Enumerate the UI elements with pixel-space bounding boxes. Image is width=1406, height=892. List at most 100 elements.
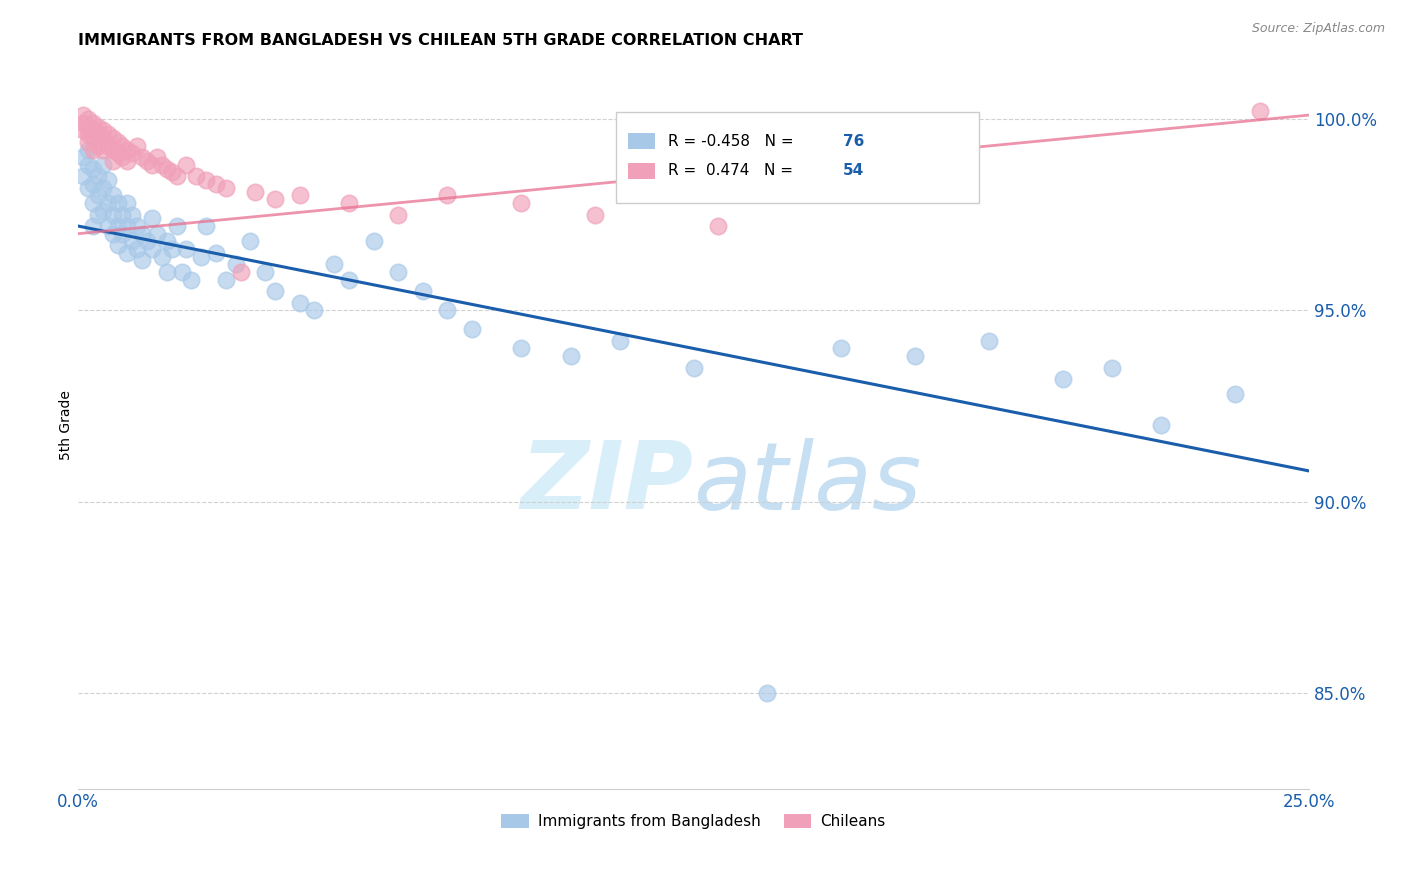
Point bbox=[82, 131, 104, 145]
Text: IMMIGRANTS FROM BANGLADESH VS CHILEAN 5TH GRADE CORRELATION CHART: IMMIGRANTS FROM BANGLADESH VS CHILEAN 5T… bbox=[79, 33, 803, 48]
Point bbox=[87, 188, 110, 202]
Point bbox=[186, 169, 208, 184]
Point bbox=[461, 322, 484, 336]
Point bbox=[288, 295, 311, 310]
Point bbox=[121, 208, 143, 222]
Point bbox=[510, 196, 533, 211]
Point bbox=[131, 253, 153, 268]
Point bbox=[77, 143, 100, 157]
Text: ZIP: ZIP bbox=[520, 437, 693, 529]
Point bbox=[72, 108, 94, 122]
Point bbox=[97, 173, 120, 187]
Point bbox=[141, 158, 163, 172]
Point bbox=[166, 169, 188, 184]
Point bbox=[180, 272, 202, 286]
Point bbox=[77, 127, 100, 141]
Point bbox=[117, 153, 139, 168]
Point bbox=[904, 349, 927, 363]
Point bbox=[977, 334, 1000, 348]
Point bbox=[156, 265, 179, 279]
Point bbox=[101, 131, 124, 145]
Point bbox=[176, 242, 198, 256]
Bar bbox=[628, 162, 655, 178]
Point bbox=[387, 208, 409, 222]
Point bbox=[97, 127, 120, 141]
Point bbox=[436, 188, 458, 202]
Point bbox=[1052, 372, 1074, 386]
Point bbox=[141, 211, 163, 226]
Point bbox=[131, 150, 153, 164]
Text: 54: 54 bbox=[842, 163, 863, 178]
Point bbox=[510, 342, 533, 356]
Point bbox=[225, 257, 247, 271]
Point bbox=[91, 123, 114, 137]
Point bbox=[190, 250, 212, 264]
Point bbox=[387, 265, 409, 279]
Point bbox=[87, 208, 110, 222]
Text: atlas: atlas bbox=[693, 438, 922, 529]
Point bbox=[107, 196, 129, 211]
Point bbox=[91, 203, 114, 218]
Point bbox=[101, 227, 124, 241]
Point bbox=[264, 192, 287, 206]
Point bbox=[136, 235, 159, 249]
Point bbox=[77, 181, 100, 195]
Point bbox=[170, 265, 193, 279]
Point bbox=[436, 303, 458, 318]
Point bbox=[195, 173, 218, 187]
Point bbox=[756, 686, 779, 700]
Point bbox=[176, 158, 198, 172]
Point bbox=[150, 158, 173, 172]
Point bbox=[111, 138, 134, 153]
Point bbox=[117, 219, 139, 233]
Text: Source: ZipAtlas.com: Source: ZipAtlas.com bbox=[1251, 22, 1385, 36]
Point bbox=[121, 235, 143, 249]
Point bbox=[107, 238, 129, 252]
Point bbox=[127, 219, 149, 233]
Point bbox=[830, 342, 852, 356]
Point bbox=[101, 143, 124, 157]
Point bbox=[215, 181, 238, 195]
Point bbox=[82, 161, 104, 176]
Point bbox=[160, 165, 183, 179]
Point bbox=[101, 188, 124, 202]
Legend: Immigrants from Bangladesh, Chileans: Immigrants from Bangladesh, Chileans bbox=[495, 808, 891, 836]
Point bbox=[146, 150, 169, 164]
Point bbox=[288, 188, 311, 202]
Point bbox=[117, 143, 139, 157]
Point bbox=[215, 272, 238, 286]
Point bbox=[117, 196, 139, 211]
Point bbox=[254, 265, 277, 279]
Point bbox=[1249, 104, 1271, 119]
Point bbox=[101, 208, 124, 222]
Point bbox=[101, 153, 124, 168]
Point bbox=[82, 219, 104, 233]
Point bbox=[323, 257, 346, 271]
Bar bbox=[628, 134, 655, 150]
Point bbox=[337, 196, 360, 211]
Point bbox=[82, 116, 104, 130]
Point bbox=[146, 227, 169, 241]
Point bbox=[91, 131, 114, 145]
Point bbox=[97, 196, 120, 211]
Point bbox=[205, 245, 228, 260]
Point bbox=[1101, 360, 1123, 375]
FancyBboxPatch shape bbox=[616, 112, 979, 203]
Point bbox=[363, 235, 385, 249]
Point bbox=[1225, 387, 1247, 401]
Point bbox=[160, 242, 183, 256]
Point bbox=[87, 127, 110, 141]
Point bbox=[156, 235, 179, 249]
Point bbox=[77, 112, 100, 126]
Point bbox=[166, 219, 188, 233]
Point bbox=[82, 143, 104, 157]
Text: 76: 76 bbox=[842, 134, 863, 149]
Text: R =  0.474   N =: R = 0.474 N = bbox=[668, 163, 797, 178]
Point bbox=[111, 208, 134, 222]
Point bbox=[111, 227, 134, 241]
Point bbox=[97, 138, 120, 153]
Point bbox=[264, 284, 287, 298]
Point bbox=[82, 177, 104, 191]
Point bbox=[77, 135, 100, 149]
Point bbox=[682, 360, 704, 375]
